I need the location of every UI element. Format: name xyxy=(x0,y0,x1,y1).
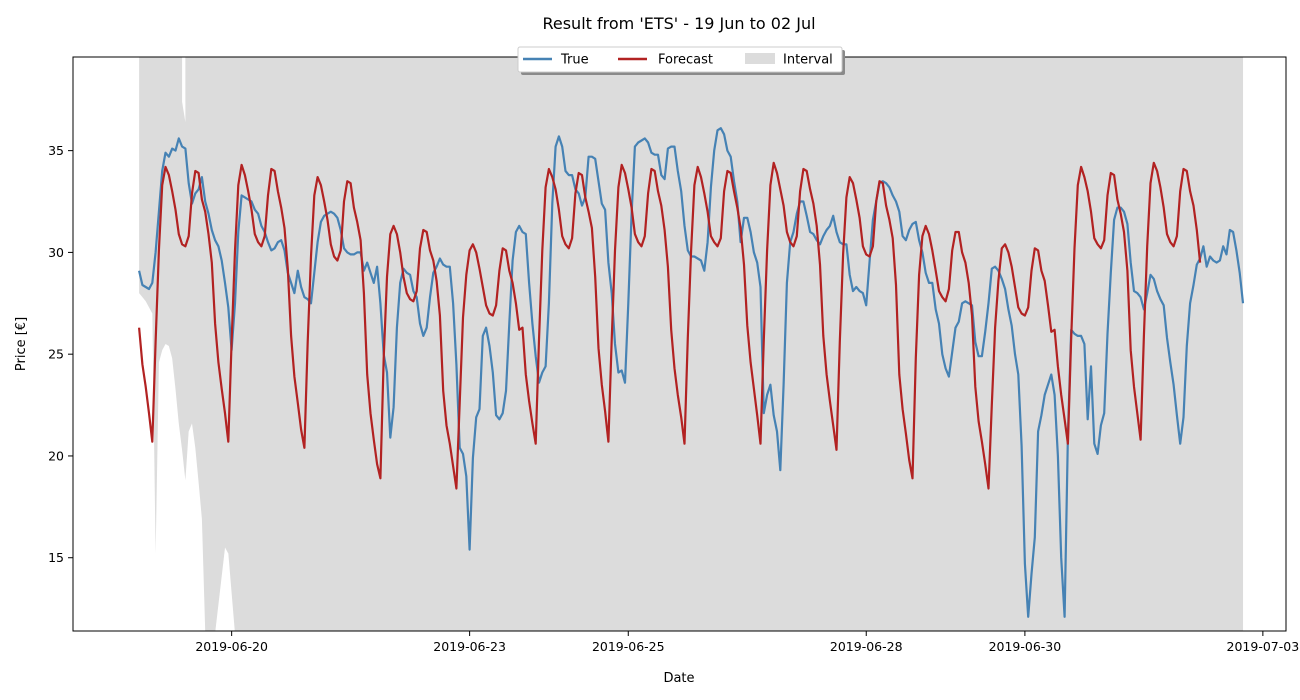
y-tick-label: 30 xyxy=(48,245,64,260)
legend-true-label: True xyxy=(560,53,589,68)
legend-interval-swatch xyxy=(745,53,775,64)
x-tick-label: 2019-06-23 xyxy=(433,639,506,654)
legend-forecast-label: Forecast xyxy=(658,53,713,68)
x-tick-label: 2019-06-25 xyxy=(592,639,665,654)
y-tick-label: 20 xyxy=(48,448,64,463)
y-tick-label: 35 xyxy=(48,143,64,158)
x-axis-ticks: 2019-06-20 2019-06-23 2019-06-25 2019-06-28… xyxy=(195,631,1299,654)
y-axis-label: Price [€] xyxy=(14,317,29,371)
y-tick-label: 15 xyxy=(48,550,64,565)
x-tick-label: 2019-06-20 xyxy=(195,639,268,654)
chart-title: Result from 'ETS' - 19 Jun to 02 Jul xyxy=(542,14,815,33)
x-tick-label: 2019-07-03 xyxy=(1227,639,1300,654)
plot-area xyxy=(72,56,1287,632)
x-tick-label: 2019-06-30 xyxy=(989,639,1062,654)
series-line-forecast xyxy=(138,161,1202,490)
legend-interval-label: Interval xyxy=(783,53,833,68)
legend: True Forecast Interval xyxy=(517,46,845,75)
interval-gap-3 xyxy=(215,547,235,631)
x-tick-label: 2019-06-28 xyxy=(830,639,903,654)
interval-band xyxy=(139,57,1244,631)
y-axis-ticks: 15 20 25 30 35 xyxy=(48,143,73,565)
plot-clipped xyxy=(138,57,1245,631)
interval-notch xyxy=(182,57,186,123)
x-axis-label: Date xyxy=(663,671,694,686)
y-tick-label: 25 xyxy=(48,347,64,362)
